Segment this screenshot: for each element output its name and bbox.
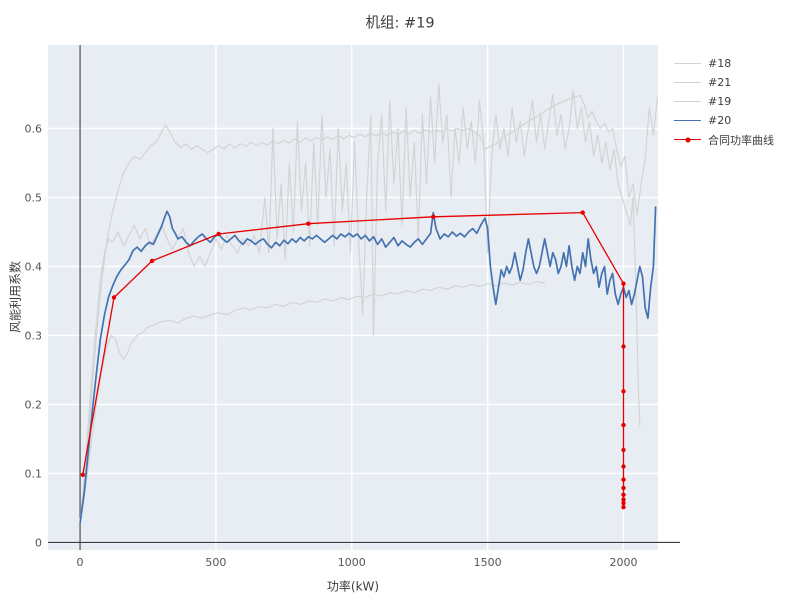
series-marker-合同功率曲线 bbox=[580, 210, 585, 215]
y-tick-label: 0.6 bbox=[25, 122, 43, 135]
y-tick-label: 0.5 bbox=[25, 191, 43, 204]
y-tick-label: 0.2 bbox=[25, 398, 43, 411]
legend-marker-dot bbox=[685, 137, 690, 142]
series-marker-合同功率曲线 bbox=[149, 258, 155, 264]
y-axis-label: 风能利用系数 bbox=[8, 260, 23, 334]
series-marker-合同功率曲线 bbox=[621, 464, 626, 469]
legend-line-sample bbox=[674, 63, 701, 64]
legend-label: #21 bbox=[708, 76, 732, 89]
y-tick-label: 0.4 bbox=[25, 260, 43, 273]
chart-title: 机组: #19 bbox=[365, 15, 435, 32]
series-marker-合同功率曲线 bbox=[621, 344, 626, 349]
series-marker-合同功率曲线 bbox=[111, 295, 117, 300]
series-marker-合同功率曲线 bbox=[306, 221, 311, 226]
series-marker-合同功率曲线 bbox=[621, 492, 626, 497]
y-tick-label: 0 bbox=[35, 536, 42, 549]
x-tick-label: 500 bbox=[205, 556, 226, 569]
series-marker-合同功率曲线 bbox=[621, 485, 626, 491]
legend-line-sample bbox=[674, 120, 701, 121]
legend-line-sample bbox=[674, 82, 701, 83]
legend-item-#18: #18 bbox=[674, 54, 774, 73]
series-marker-合同功率曲线 bbox=[621, 281, 626, 286]
x-tick-label: 0 bbox=[77, 556, 84, 569]
series-line-#21 bbox=[79, 281, 546, 523]
legend-line-sample bbox=[674, 137, 701, 142]
series-marker-合同功率曲线 bbox=[621, 447, 626, 453]
x-axis-label: 功率(kW) bbox=[326, 579, 380, 594]
series-marker-合同功率曲线 bbox=[621, 500, 626, 506]
series-marker-合同功率曲线 bbox=[621, 497, 626, 502]
chart-legend: #18 #21 #19 #20 合同功率曲线 bbox=[674, 54, 774, 149]
series-line-#20 bbox=[79, 206, 657, 524]
x-tick-label: 1000 bbox=[338, 556, 366, 569]
series-marker-合同功率曲线 bbox=[431, 214, 436, 219]
series-marker-合同功率曲线 bbox=[216, 231, 221, 237]
series-marker-合同功率曲线 bbox=[80, 472, 86, 477]
x-tick-label: 2000 bbox=[609, 556, 637, 569]
series-marker-合同功率曲线 bbox=[621, 389, 626, 394]
series-marker-合同功率曲线 bbox=[621, 422, 626, 428]
y-tick-label: 0.1 bbox=[25, 467, 43, 480]
legend-label: #20 bbox=[708, 114, 732, 127]
legend-label: 合同功率曲线 bbox=[708, 133, 774, 147]
series-marker-合同功率曲线 bbox=[621, 505, 626, 510]
legend-label: #18 bbox=[708, 57, 732, 70]
y-tick-label: 0.3 bbox=[25, 329, 43, 342]
series-line-#18 bbox=[79, 83, 641, 523]
legend-item-合同功率曲线: 合同功率曲线 bbox=[674, 130, 774, 149]
legend-label: #19 bbox=[708, 95, 732, 108]
series-line-#19 bbox=[79, 94, 659, 523]
legend-item-#19: #19 bbox=[674, 92, 774, 111]
legend-item-#21: #21 bbox=[674, 73, 774, 92]
legend-item-#20: #20 bbox=[674, 111, 774, 130]
x-tick-label: 1500 bbox=[474, 556, 502, 569]
legend-line-sample bbox=[674, 101, 701, 102]
series-marker-合同功率曲线 bbox=[621, 477, 626, 482]
